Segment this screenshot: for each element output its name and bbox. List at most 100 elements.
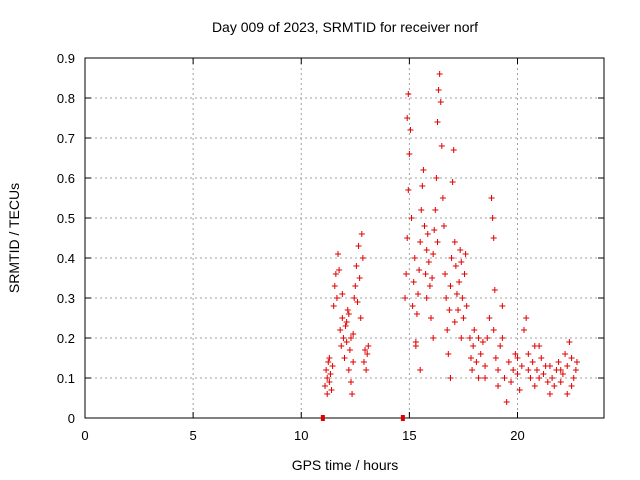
data-point (435, 87, 442, 93)
x-tick-label: 20 (510, 428, 524, 443)
data-point (497, 343, 504, 349)
data-point (350, 331, 357, 337)
data-point (423, 247, 430, 253)
y-tick-label: 0 (68, 411, 75, 426)
y-tick-label: 0.3 (57, 291, 75, 306)
y-tick-label: 0.2 (57, 331, 75, 346)
data-point (433, 175, 440, 181)
data-point (447, 283, 454, 289)
data-point (525, 351, 532, 357)
data-points (320, 71, 580, 421)
data-point (439, 195, 446, 201)
data-point (470, 343, 477, 349)
y-axis-label: SRMTID / TECUs (6, 183, 22, 293)
data-point (446, 307, 453, 313)
data-point (486, 315, 493, 321)
data-point (342, 323, 349, 329)
data-point (505, 359, 512, 365)
data-point (329, 363, 336, 369)
data-point (495, 367, 502, 373)
data-point (460, 315, 467, 321)
data-point (495, 383, 502, 389)
grid-lines (85, 58, 604, 418)
data-point (406, 151, 413, 157)
data-point (430, 335, 437, 341)
data-point (323, 367, 330, 373)
data-point (531, 343, 538, 349)
data-point (516, 387, 523, 393)
y-tick-label: 0.6 (57, 171, 75, 186)
data-point (345, 311, 352, 317)
data-point (428, 315, 434, 321)
data-point (340, 335, 347, 341)
data-point (404, 235, 411, 241)
y-tick-label: 0.4 (57, 251, 75, 266)
data-point (488, 195, 495, 201)
data-point (328, 387, 335, 393)
data-point (451, 319, 458, 325)
data-point (520, 327, 527, 333)
data-point (332, 271, 339, 277)
data-point (337, 327, 344, 333)
data-point (346, 347, 353, 353)
data-point (529, 359, 536, 365)
data-point (448, 255, 455, 261)
data-point (432, 207, 439, 213)
data-point (420, 167, 427, 173)
data-point (566, 339, 573, 345)
data-point (492, 355, 499, 361)
data-point (468, 355, 475, 361)
x-tick-label: 5 (190, 428, 197, 443)
data-point (407, 127, 414, 133)
data-point (452, 263, 459, 269)
data-point (491, 287, 498, 293)
data-point (338, 343, 345, 349)
data-point (416, 267, 423, 273)
data-point (326, 379, 333, 385)
x-tick-label: 15 (402, 428, 416, 443)
data-point (533, 367, 540, 373)
data-point (445, 351, 452, 357)
data-point (473, 359, 480, 365)
y-ticks: 0 0.1 0.2 0.3 0.4 0.5 0.6 0.7 0.8 0.9 (57, 51, 604, 426)
data-point (343, 339, 350, 345)
plot-area-frame (84, 57, 605, 419)
data-point (557, 379, 564, 385)
data-point (354, 299, 361, 305)
data-point (412, 343, 419, 349)
x-axis-label: GPS time / hours (292, 457, 399, 473)
data-point (512, 351, 519, 357)
data-point (462, 251, 469, 257)
data-point (482, 363, 489, 369)
y-tick-label: 0.5 (57, 211, 75, 226)
data-point (450, 147, 457, 153)
data-point (549, 375, 556, 381)
data-point (438, 143, 445, 149)
data-point (461, 271, 468, 277)
data-point (557, 367, 564, 373)
data-point (442, 271, 449, 277)
data-point (455, 307, 462, 313)
data-point (418, 207, 425, 213)
data-point (523, 315, 530, 321)
data-point (409, 303, 416, 309)
data-point (364, 351, 371, 357)
y-tick-label: 0.9 (57, 51, 75, 66)
data-point (434, 239, 441, 245)
data-point (538, 355, 545, 361)
data-point (489, 215, 496, 221)
data-point (344, 307, 351, 313)
data-point (499, 335, 506, 341)
data-point (484, 335, 491, 341)
data-point (475, 375, 482, 381)
data-point (437, 99, 444, 105)
data-point (436, 71, 443, 77)
data-point (490, 235, 497, 241)
data-point (419, 183, 426, 189)
data-point (572, 367, 579, 373)
data-point (425, 259, 432, 265)
data-point (499, 303, 506, 309)
data-point (331, 283, 338, 289)
y-tick-label: 0.8 (57, 91, 75, 106)
